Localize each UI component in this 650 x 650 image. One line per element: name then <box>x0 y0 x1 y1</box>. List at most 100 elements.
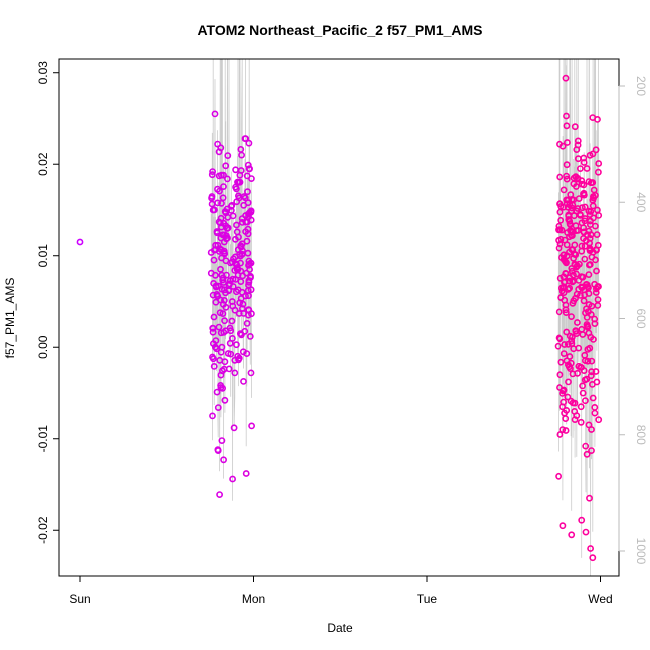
data-point <box>572 294 579 302</box>
x-tick-label: Sun <box>69 592 90 606</box>
data-point <box>236 299 244 307</box>
data-point <box>217 329 225 337</box>
data-point <box>577 211 584 219</box>
data-point <box>554 342 562 350</box>
data-point <box>229 283 237 290</box>
data-point <box>221 317 228 325</box>
data-point <box>220 456 227 464</box>
data-point <box>556 274 564 282</box>
data-point <box>559 387 567 395</box>
data-point <box>585 421 593 429</box>
data-point <box>573 412 581 419</box>
y-tick-label: 0.01 <box>36 244 50 268</box>
data-point <box>556 371 564 379</box>
data-point <box>594 206 601 214</box>
data-point <box>566 332 574 340</box>
data-point <box>588 357 596 365</box>
data-point <box>577 165 584 172</box>
data-point <box>245 209 253 217</box>
data-point <box>570 254 577 262</box>
data-point <box>232 166 239 174</box>
data-point <box>218 254 225 262</box>
data-point <box>575 285 583 293</box>
data-point <box>243 350 251 357</box>
data-point <box>555 244 563 252</box>
data-point <box>562 427 570 434</box>
data-point <box>229 275 237 283</box>
data-point <box>237 242 245 250</box>
x-axis: Sun Mon Tue Wed <box>69 575 613 606</box>
data-point <box>237 331 245 339</box>
data-point <box>212 337 220 344</box>
data-point <box>244 199 252 207</box>
data-point <box>595 416 603 424</box>
data-point <box>247 286 255 294</box>
data-point <box>590 335 597 343</box>
data-point <box>556 240 564 248</box>
data-point <box>568 227 575 235</box>
data-point <box>224 152 232 159</box>
data-point <box>578 325 586 333</box>
data-point <box>244 225 252 233</box>
data-point <box>209 168 216 175</box>
data-point <box>595 168 602 176</box>
data-point <box>578 242 586 250</box>
data-point <box>237 278 245 285</box>
data-point <box>228 317 236 325</box>
data-point <box>214 404 222 411</box>
data-point <box>567 191 575 199</box>
data-point <box>568 313 575 320</box>
data-point <box>228 334 236 342</box>
data-point <box>557 216 565 224</box>
y-tick-label: 0.02 <box>36 152 50 176</box>
data-point <box>245 213 252 221</box>
data-point <box>566 217 574 225</box>
data-point <box>241 327 249 335</box>
data-point <box>210 362 218 370</box>
data-point <box>208 193 216 200</box>
data-point <box>235 233 242 241</box>
data-point <box>210 279 217 287</box>
data-point <box>574 319 581 326</box>
data-point <box>562 306 570 314</box>
data-point <box>211 110 219 118</box>
data-point <box>238 151 245 159</box>
data-point <box>578 516 586 524</box>
data-point <box>569 246 577 254</box>
data-point <box>563 161 571 169</box>
data-point <box>581 215 589 222</box>
data-point <box>223 175 231 183</box>
data-point <box>570 271 577 279</box>
data-point <box>214 292 222 300</box>
data-point <box>242 292 249 300</box>
data-point <box>563 328 571 336</box>
data-point <box>241 194 249 202</box>
data-point <box>233 261 241 269</box>
data-point <box>563 406 571 414</box>
data-point <box>210 313 218 321</box>
data-point <box>566 233 573 241</box>
secondary-tick-label: 200 <box>634 76 648 96</box>
data-point <box>574 137 582 145</box>
data-point <box>555 472 562 480</box>
data-point <box>569 278 577 286</box>
data-point <box>217 348 225 356</box>
data-point <box>594 296 602 303</box>
data-point <box>590 214 597 222</box>
plot-frame <box>58 58 620 577</box>
data-point <box>592 146 600 154</box>
data-point <box>217 265 224 273</box>
data-point <box>591 315 599 323</box>
data-point <box>209 324 217 332</box>
data-point <box>238 215 246 222</box>
data-point <box>219 231 227 239</box>
data-point <box>216 187 223 195</box>
data-point <box>230 424 238 432</box>
data-point <box>560 186 568 194</box>
data-point <box>220 296 228 304</box>
data-point <box>207 249 215 256</box>
data-point <box>575 362 583 370</box>
data-point <box>563 241 571 249</box>
data-point <box>244 188 251 196</box>
data-point <box>245 292 252 300</box>
